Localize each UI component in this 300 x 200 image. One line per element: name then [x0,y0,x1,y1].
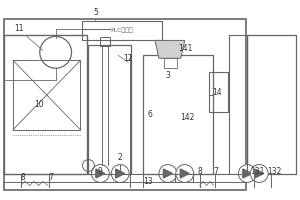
Circle shape [238,165,256,182]
Text: 2: 2 [118,153,123,162]
Text: 7: 7 [48,173,53,182]
Bar [100,37,110,46]
Text: 13: 13 [143,177,153,186]
Text: 10: 10 [34,100,43,109]
Text: 142: 142 [181,113,195,122]
Polygon shape [243,169,252,178]
Polygon shape [116,169,125,178]
Circle shape [250,165,268,182]
Text: 14: 14 [212,88,221,97]
Bar [13,60,80,130]
Text: 141: 141 [178,44,193,53]
Text: 9: 9 [98,167,103,176]
Circle shape [176,165,194,182]
Circle shape [92,165,109,182]
Polygon shape [96,169,105,178]
Text: 131: 131 [250,167,264,176]
Text: 12: 12 [123,54,133,63]
Circle shape [111,165,129,182]
Text: PLC控制箱: PLC控制箱 [111,28,134,33]
Text: 8: 8 [197,167,202,176]
Text: 6: 6 [148,110,152,119]
Text: 5: 5 [93,8,98,17]
Bar [143,55,213,174]
Text: 11: 11 [14,24,24,33]
Text: 3: 3 [165,71,170,80]
Bar [164,58,177,68]
Bar [4,35,87,174]
Bar [88,45,131,174]
Polygon shape [164,169,172,178]
Text: 7: 7 [213,167,218,176]
Polygon shape [180,169,189,178]
Bar [82,21,162,40]
Bar [208,72,229,112]
Bar [4,19,246,190]
Bar [247,35,296,174]
Text: 8: 8 [20,173,25,182]
Text: 132: 132 [267,167,281,176]
Circle shape [159,165,177,182]
Polygon shape [155,40,185,58]
Polygon shape [255,169,264,178]
